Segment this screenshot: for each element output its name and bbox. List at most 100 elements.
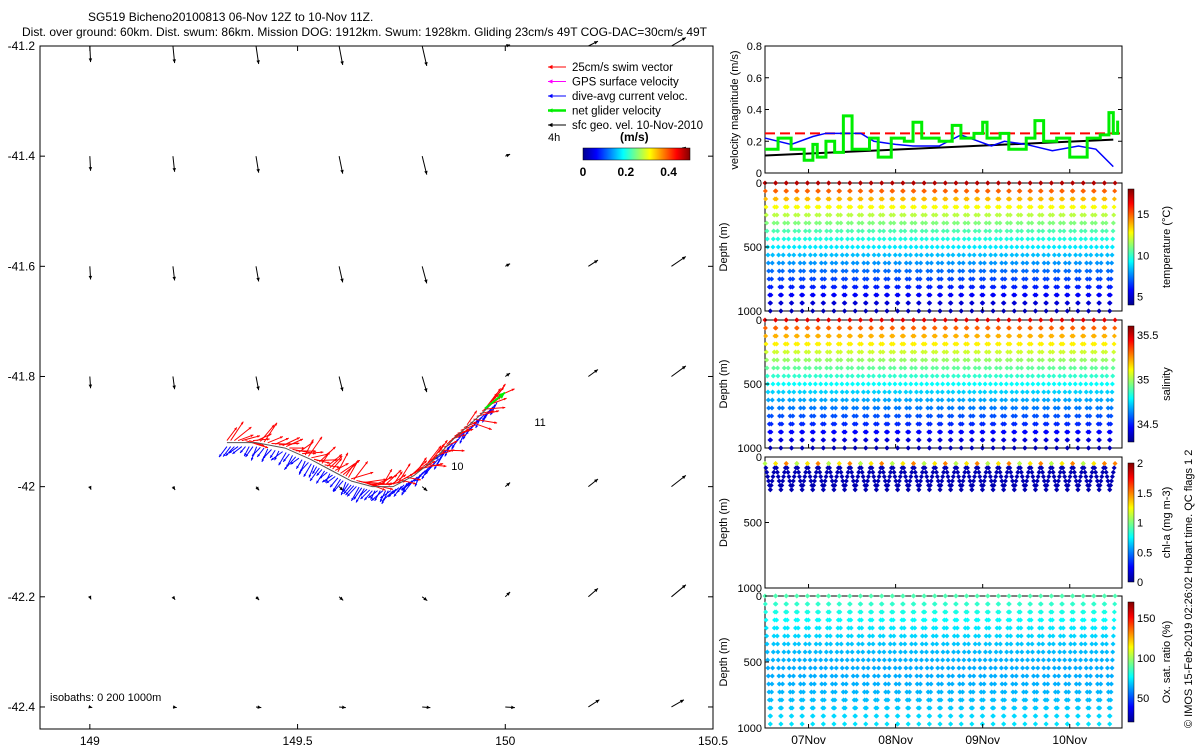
depth-sample-temperature <box>810 300 816 306</box>
depth-sample-temperature <box>1061 220 1067 226</box>
depth-sample-temperature <box>898 228 904 234</box>
depth-sample-salinity <box>1077 397 1083 403</box>
depth-sample-salinity <box>877 357 883 363</box>
depth-sample-chl-a <box>981 478 987 484</box>
depth-sample-temperature <box>1074 276 1080 282</box>
depth-sample-chl-a <box>1076 482 1082 488</box>
depth-sample-salinity <box>801 389 807 395</box>
depth-sample-salinity <box>849 365 855 371</box>
depth-sample-salinity <box>988 405 994 411</box>
depth-sample-temperature <box>1062 260 1068 266</box>
depth-sample-temperature <box>973 212 979 218</box>
geo-velocity-arrow <box>87 595 92 600</box>
depth-sample-temperature <box>1101 180 1107 186</box>
depth-sample-salinity <box>853 413 859 419</box>
depth-sample-salinity <box>1102 341 1108 347</box>
depth-sample-chl-a <box>895 482 901 488</box>
depth-sample-temperature <box>829 260 835 266</box>
depth-sample-temperature <box>830 276 836 282</box>
swim-vector-head <box>301 446 305 450</box>
depth-sample-salinity <box>945 389 951 395</box>
depth-sample-temperature <box>1026 212 1032 218</box>
depth-sample-chl-a <box>940 474 946 480</box>
depth-sample-salinity <box>1009 389 1015 395</box>
depth-sample-temperature <box>827 204 833 210</box>
depth-sample-temperature <box>1068 212 1074 218</box>
depth-sample-chl-a <box>1088 474 1094 480</box>
depth-sample-salinity <box>972 357 978 363</box>
depth-sample-salinity <box>998 381 1004 387</box>
depth-sample-salinity <box>881 365 887 371</box>
geo-velocity-arrow <box>338 596 344 601</box>
depth-sample-salinity <box>1019 365 1025 371</box>
depth-sample-temperature <box>1039 204 1045 210</box>
geo-velocity-arrow-head <box>424 170 428 175</box>
depth-sample-salinity <box>856 349 862 355</box>
depth-sample-salinity <box>961 373 967 379</box>
dac-vector <box>396 484 405 493</box>
depth-sample-temperature <box>851 276 857 282</box>
depth-sample-temperature <box>956 252 962 258</box>
depth-sample-salinity <box>866 373 872 379</box>
depth-sample-temperature <box>949 268 955 274</box>
depth-sample-temperature <box>1066 268 1072 274</box>
depth-sample-chl-a <box>903 474 909 480</box>
depth-sample-temperature <box>971 244 977 250</box>
geo-velocity-arrow <box>421 376 428 393</box>
depth-sample-salinity <box>1023 413 1029 419</box>
depth-sample-salinity <box>1017 317 1023 323</box>
depth-sample-temperature <box>923 220 929 226</box>
depth-sample-salinity <box>1055 413 1061 419</box>
depth-sample-chl-a <box>1051 474 1057 480</box>
depth-sample-salinity <box>769 405 775 411</box>
dac-vector <box>382 490 394 502</box>
depth-sample-chl-a <box>971 474 977 480</box>
depth-sample-salinity <box>814 349 820 355</box>
depth-sample-salinity <box>1042 413 1048 419</box>
geo-velocity-arrow-head <box>594 588 598 593</box>
depth-sample-temperature <box>1028 188 1034 194</box>
depth-sample-temperature <box>1054 308 1060 314</box>
depth-sample-chl-a <box>850 474 856 480</box>
depth-sample-salinity <box>980 421 986 427</box>
depth-sample-temperature <box>1105 276 1111 282</box>
depth-sample-chl-a <box>889 461 895 467</box>
depth-sample-salinity <box>943 333 949 339</box>
depth-sample-salinity <box>792 357 798 363</box>
depth-sample-temperature <box>918 260 924 266</box>
depth-sample-salinity <box>1036 365 1042 371</box>
depth-sample-salinity <box>1030 389 1036 395</box>
depth-sample-salinity <box>1034 405 1040 411</box>
depth-sample-salinity <box>779 413 785 419</box>
geo-velocity-arrow <box>88 266 93 280</box>
swim-vector <box>417 457 427 472</box>
depth-sample-temperature <box>1103 220 1109 226</box>
depth-sample-salinity <box>840 413 846 419</box>
depth-sample-temperature <box>839 244 845 250</box>
dac-vector-head <box>347 493 350 497</box>
swim-vector <box>285 438 304 448</box>
depth-sample-salinity <box>1105 413 1111 419</box>
depth-sample-salinity <box>881 373 887 379</box>
depth-sample-salinity <box>1031 405 1037 411</box>
depth-sample-temperature <box>1054 292 1060 298</box>
depth-sample-temperature <box>803 212 809 218</box>
depth-sample-salinity <box>1094 389 1100 395</box>
dac-vector <box>418 465 432 478</box>
depth-sample-salinity <box>978 405 984 411</box>
depth-sample-salinity <box>850 381 856 387</box>
depth-sample-temperature <box>1112 180 1118 186</box>
dac-vector-head <box>388 494 392 498</box>
depth-sample-temperature <box>860 252 866 258</box>
depth-sample-chl-a <box>1039 465 1045 471</box>
geo-velocity-arrow-head <box>424 388 428 393</box>
depth-sample-salinity <box>921 317 927 323</box>
depth-sample-chl-a <box>914 478 920 484</box>
depth-sample-chl-a <box>1093 469 1099 475</box>
dac-vector-head <box>360 496 364 500</box>
track-path <box>226 398 498 488</box>
depth-sample-salinity <box>971 381 977 387</box>
depth-sample-salinity <box>808 413 814 419</box>
depth-sample-salinity <box>887 381 893 387</box>
depth-sample-temperature <box>775 236 781 242</box>
